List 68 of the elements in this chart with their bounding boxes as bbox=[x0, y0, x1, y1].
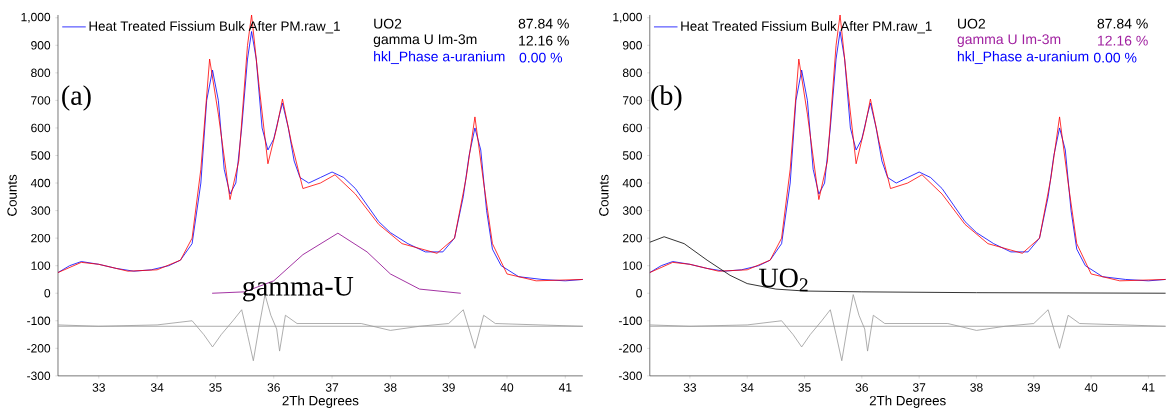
annotation: gamma-U bbox=[243, 276, 354, 302]
y-tick-label: -100 bbox=[27, 316, 51, 325]
annotation: hkl_Phase a-uranium bbox=[957, 50, 1089, 64]
x-tick-label: 36 bbox=[267, 383, 280, 392]
y-tick-label: 200 bbox=[31, 233, 51, 243]
x-tick-label: 35 bbox=[798, 383, 811, 392]
y-axis-title: Counts bbox=[7, 174, 17, 216]
annotation: 12.16 % bbox=[1098, 35, 1148, 46]
y-tick-label: 0 bbox=[636, 288, 642, 298]
x-tick-label: 33 bbox=[92, 383, 105, 392]
y-tick-label: 900 bbox=[31, 40, 51, 50]
y-tick-label: -200 bbox=[618, 343, 642, 353]
x-tick-label: 38 bbox=[970, 383, 983, 392]
y-tick-label: 400 bbox=[30, 178, 51, 188]
y-tick-label: 600 bbox=[31, 123, 51, 132]
y-tick-label: 700 bbox=[623, 95, 642, 105]
y-tick-label: 400 bbox=[622, 178, 642, 188]
annotation: 87.84 % bbox=[1097, 18, 1148, 29]
y-tick-label: 500 bbox=[31, 151, 51, 160]
y-tick-label: 300 bbox=[31, 206, 51, 215]
legend-label: Heat Treated Fissium Bulk After PM.raw_1 bbox=[89, 20, 340, 34]
x-tick-label: 41 bbox=[558, 383, 572, 392]
annotation: 12.16 % bbox=[519, 35, 569, 46]
annotation: 0.00 % bbox=[1093, 52, 1137, 63]
x-tick-label: 37 bbox=[325, 383, 339, 392]
x-tick-label: 35 bbox=[209, 383, 222, 392]
annotation: 0.00 % bbox=[519, 52, 563, 63]
x-tick-label: 37 bbox=[912, 383, 926, 392]
y-tick-label: 600 bbox=[623, 123, 642, 132]
y-tick-label: -100 bbox=[618, 316, 642, 325]
x-tick-label: 39 bbox=[1027, 383, 1040, 392]
annotation: 87.84 % bbox=[518, 18, 569, 29]
x-tick-label: 38 bbox=[384, 383, 397, 392]
y-tick-label: -200 bbox=[27, 343, 51, 353]
x-tick-label: 40 bbox=[500, 383, 514, 392]
annotation: hkl_Phase a-uranium bbox=[374, 50, 505, 64]
y-tick-label: 1,000 bbox=[613, 12, 642, 23]
y-tick-label: 700 bbox=[31, 95, 51, 105]
y-tick-label: 100 bbox=[623, 261, 642, 270]
annotation: gamma U Im-3m bbox=[373, 34, 477, 47]
y-tick-label: 800 bbox=[31, 68, 51, 77]
x-tick-label: 40 bbox=[1084, 383, 1098, 392]
y-tick-label: 500 bbox=[622, 151, 642, 160]
y-tick-label: -300 bbox=[27, 371, 51, 380]
x-tick-label: 34 bbox=[150, 383, 164, 392]
legend-label: Heat Treated Fissium Bulk After PM.raw_1 bbox=[681, 20, 932, 34]
x-tick-label: 36 bbox=[855, 383, 868, 392]
y-tick-label: -300 bbox=[618, 371, 642, 380]
x-tick-label: 33 bbox=[683, 383, 697, 392]
y-axis-title: Counts bbox=[599, 174, 609, 216]
x-tick-label: 41 bbox=[1142, 383, 1155, 392]
x-tick-label: 34 bbox=[741, 383, 754, 392]
y-tick-label: 800 bbox=[622, 68, 642, 77]
annotation: UO2 bbox=[958, 18, 986, 29]
annotation: UO2 bbox=[374, 18, 402, 29]
annotation: UO$_{2}$ bbox=[759, 268, 808, 292]
y-tick-label: 1,000 bbox=[21, 12, 51, 23]
x-tick-label: 39 bbox=[442, 383, 455, 392]
y-tick-label: 200 bbox=[623, 233, 642, 243]
y-tick-label: 300 bbox=[622, 206, 642, 215]
annotation: (b) bbox=[651, 85, 682, 111]
y-tick-label: 900 bbox=[622, 40, 642, 50]
annotation: (a) bbox=[62, 85, 91, 111]
y-tick-label: 100 bbox=[31, 261, 51, 270]
x-axis-title: 2Th Degrees bbox=[282, 395, 359, 408]
y-tick-label: 0 bbox=[44, 288, 51, 298]
annotation: gamma U Im-3m bbox=[957, 34, 1061, 47]
x-axis-title: 2Th Degrees bbox=[869, 395, 946, 408]
